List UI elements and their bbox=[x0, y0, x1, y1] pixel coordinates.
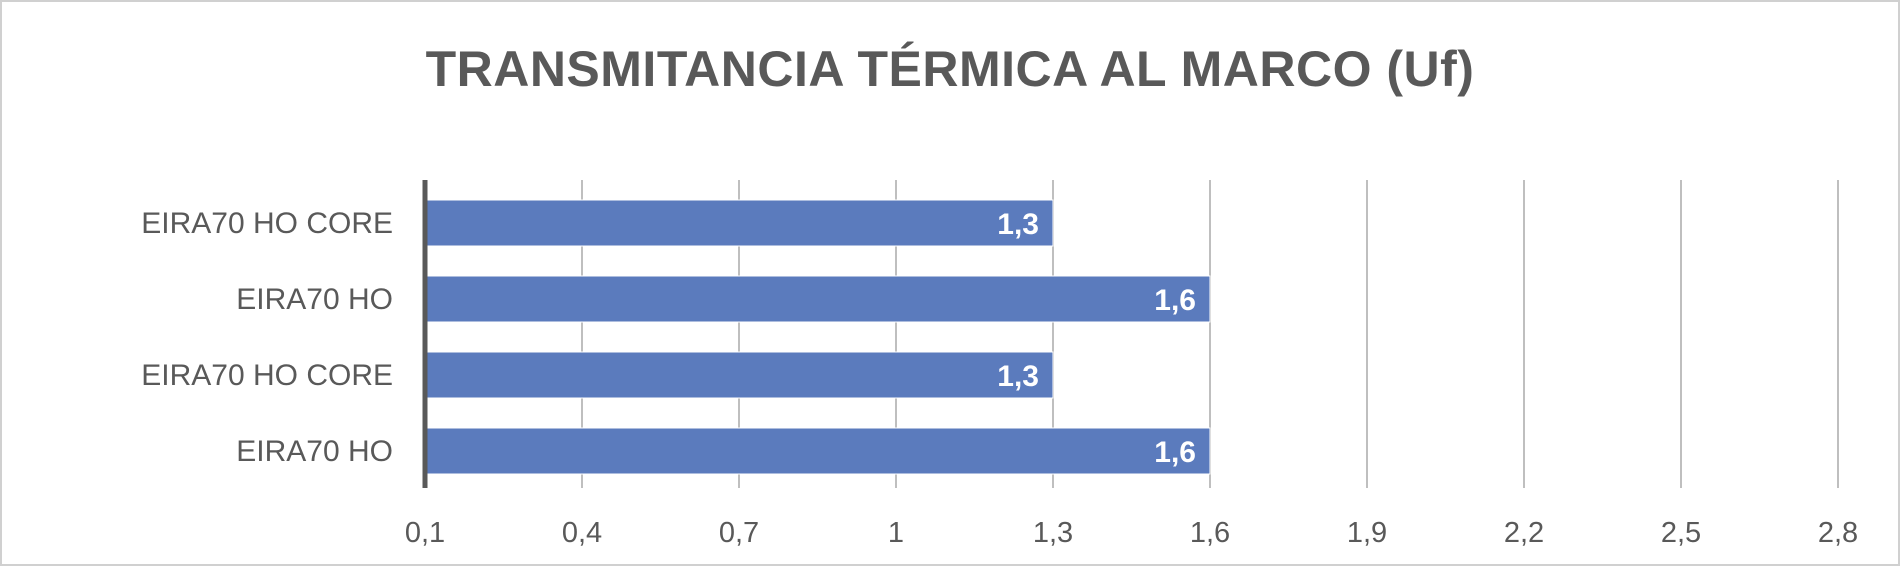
category-label: EIRA70 HO bbox=[236, 435, 393, 468]
bar bbox=[424, 351, 1054, 399]
data-label: 1,3 bbox=[997, 360, 1039, 393]
x-tick-label: 1,3 bbox=[1033, 517, 1073, 549]
data-label: 1,3 bbox=[997, 208, 1039, 241]
x-tick-label: 0,1 bbox=[405, 517, 445, 549]
bar bbox=[424, 275, 1211, 323]
category-label: EIRA70 HO CORE bbox=[141, 207, 393, 240]
x-tick-label: 0,4 bbox=[562, 517, 602, 549]
chart-title: TRANSMITANCIA TÉRMICA AL MARCO (Uf) bbox=[425, 41, 1475, 97]
bar bbox=[424, 199, 1054, 247]
x-tick-label: 1,9 bbox=[1347, 517, 1387, 549]
x-tick-label: 2,2 bbox=[1504, 517, 1544, 549]
x-tick-label: 2,8 bbox=[1818, 517, 1858, 549]
bar bbox=[424, 427, 1211, 475]
x-tick-label: 1,6 bbox=[1190, 517, 1230, 549]
x-tick-label: 0,7 bbox=[719, 517, 759, 549]
x-tick-label: 1 bbox=[888, 517, 904, 549]
data-label: 1,6 bbox=[1154, 284, 1196, 317]
data-label: 1,6 bbox=[1154, 436, 1196, 469]
category-label: EIRA70 HO bbox=[236, 283, 393, 316]
category-label: EIRA70 HO CORE bbox=[141, 359, 393, 392]
x-tick-label: 2,5 bbox=[1661, 517, 1701, 549]
